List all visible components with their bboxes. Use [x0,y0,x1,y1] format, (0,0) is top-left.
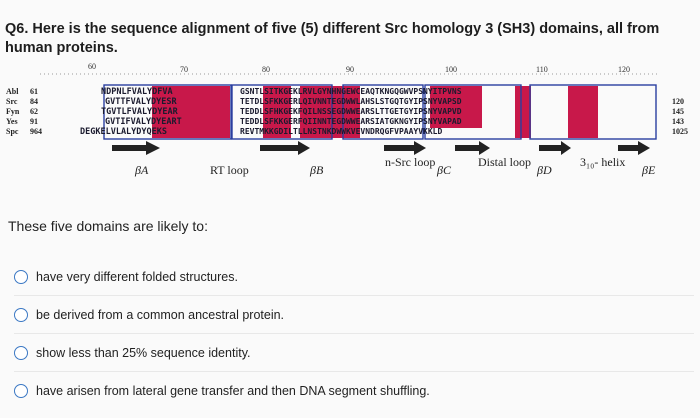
protein-name-abl: Abl [6,87,19,96]
protein-name-spc: Spc [6,127,19,136]
secondary-structure-arrows [112,141,650,155]
protein-name-fyn: Fyn [6,107,20,116]
conserved-highlights [152,86,598,138]
ruler-120: 120 [618,65,630,74]
sequence-right-spc: REVTMKKGDILTLLNSTNKDWWKVEVNDRQGFVPAAYVKK… [240,127,442,136]
protein-name-yes: Yes [6,117,18,126]
sequence-left-yes: GVTIFVALYDYEART [105,117,182,127]
sequence-alignment-figure: 60 70 80 90 100 110 120 Abl Src Fyn Yes … [0,62,700,202]
prompt-text: These five domains are likely to: [8,218,208,234]
protein-start-abl: 61 [30,87,38,96]
option-low-identity[interactable]: show less than 25% sequence identity. [14,333,694,371]
similarity-boxes [103,84,657,140]
protein-end-src: 120 [672,97,684,106]
ruler-110: 110 [536,65,548,74]
radio-button[interactable] [14,383,28,398]
label-beta-b: βB [309,163,324,177]
radio-button[interactable] [14,269,28,284]
protein-start-yes: 91 [30,117,38,126]
sequence-left-fyn: TGVTLFVALYDYEAR [101,107,179,117]
answer-options: have very different folded structures. b… [14,258,694,409]
ruler-60: 60 [88,62,96,71]
sequence-right-abl: GSNTLSITKGEKLRVLGYNHNGEWCEAQTKNGQGWVPSNY… [240,87,462,96]
ruler-100: 100 [445,65,457,74]
sequence-left-src: GVTTFVALYDYESR [105,97,178,107]
label-distal-loop: Distal loop [478,155,531,169]
ruler-80: 80 [262,65,270,74]
radio-button[interactable] [14,307,28,322]
label-310-helix: 3₁₀- helix [580,155,625,169]
sequence-right-yes: TEDDLSFKKGERFQIINNTEGDWWEARSIATGKNGYIPSN… [240,117,462,126]
option-lateral-transfer[interactable]: have arisen from lateral gene transfer a… [14,371,694,409]
protein-end-fyn: 145 [672,107,684,116]
sequence-right-fyn: TEDDLSFHKGEKFQILNSSEGDWWEARSLTTGETGYIPSN… [240,107,462,116]
option-label: have very different folded structures. [36,269,238,284]
protein-start-spc: 964 [30,127,42,136]
radio-button[interactable] [14,345,28,360]
label-beta-d: βD [536,163,552,177]
label-beta-c: βC [436,163,452,177]
ruler-70: 70 [180,65,188,74]
label-beta-e: βE [641,163,656,177]
sequence-left-spc: DEGKELVLALYDYQEKS [80,127,167,137]
protein-end-yes: 143 [672,117,684,126]
protein-name-src: Src [6,97,18,106]
protein-end-spc: 1025 [672,127,688,136]
sequence-left-abl: NDPNLFVALYDFVA [101,87,173,97]
label-nsrc-loop: n-Src loop [385,155,435,169]
protein-start-fyn: 62 [30,107,38,116]
option-label: show less than 25% sequence identity. [36,345,251,360]
protein-start-src: 84 [30,97,38,106]
ruler-90: 90 [346,65,354,74]
label-rt-loop: RT loop [210,163,249,177]
sequence-right-src: TETDLSFKKGERLQIVNNTEGDWWLAHSLSTGQTGYIPSN… [240,97,462,106]
label-beta-a: βA [134,163,149,177]
option-different-structures[interactable]: have very different folded structures. [14,258,694,295]
option-label: have arisen from lateral gene transfer a… [36,383,430,398]
option-common-ancestor[interactable]: be derived from a common ancestral prote… [14,295,694,333]
option-label: be derived from a common ancestral prote… [36,307,285,322]
question-text: Q6. Here is the sequence alignment of fi… [5,21,660,56]
